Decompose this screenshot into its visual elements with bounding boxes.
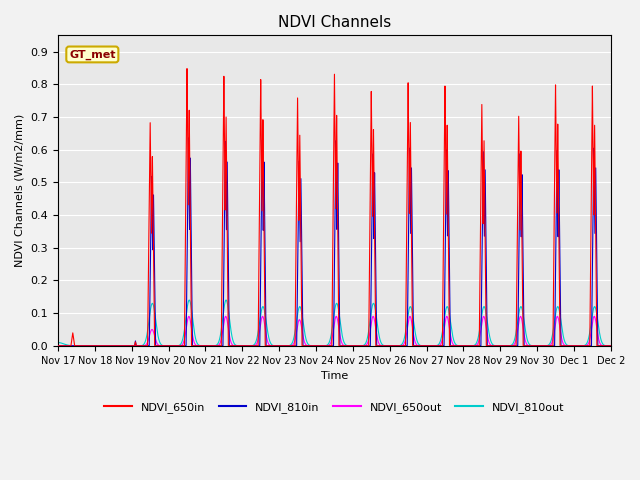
Y-axis label: NDVI Channels (W/m2/mm): NDVI Channels (W/m2/mm) (15, 114, 25, 267)
Text: GT_met: GT_met (69, 49, 116, 60)
X-axis label: Time: Time (321, 371, 348, 381)
Title: NDVI Channels: NDVI Channels (278, 15, 391, 30)
Legend: NDVI_650in, NDVI_810in, NDVI_650out, NDVI_810out: NDVI_650in, NDVI_810in, NDVI_650out, NDV… (100, 398, 569, 418)
